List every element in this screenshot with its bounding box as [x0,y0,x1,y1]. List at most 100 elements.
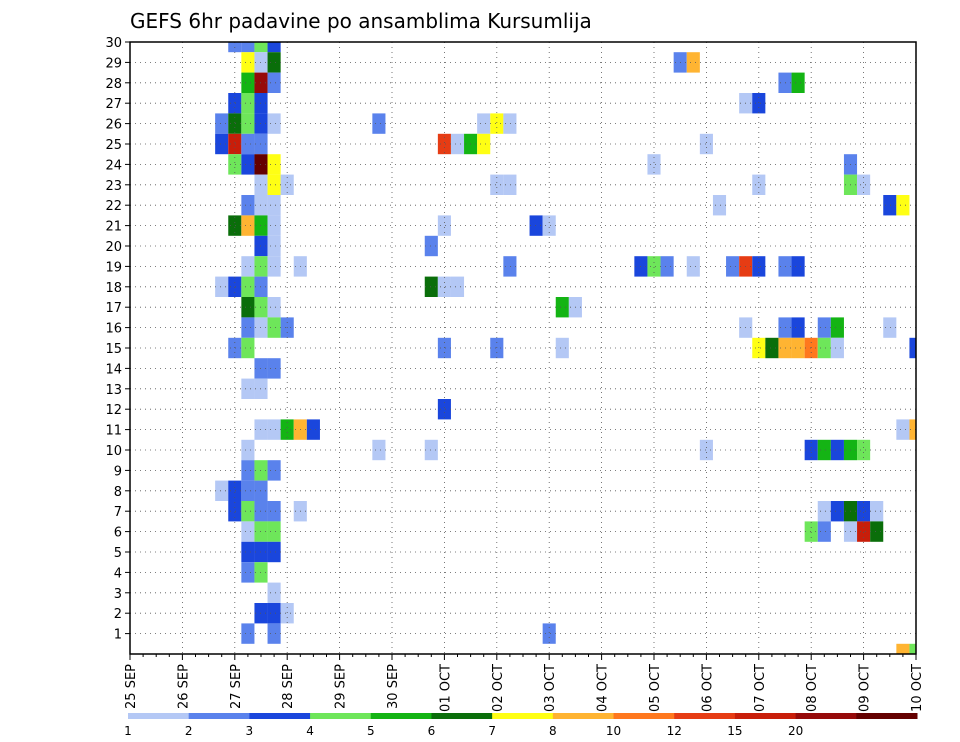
legend-swatch [795,713,857,719]
y-tick-label: 4 [114,566,122,581]
precip-cell [752,256,766,277]
precip-cell [830,439,844,461]
legend-label: 3 [246,724,254,738]
legend-swatch [856,713,918,719]
y-tick-label: 6 [114,526,122,541]
precip-cell [870,521,884,542]
precip-cell [699,439,713,461]
precip-cell [804,439,818,461]
precip-cell [267,297,281,318]
precip-cell [267,195,281,216]
precip-cell [228,215,242,236]
precip-cell [267,174,281,195]
precip-cell [896,643,910,654]
y-tick-label: 12 [105,403,122,418]
precip-cell [857,521,871,542]
x-tick-label: 26 SEP [176,664,191,709]
y-tick-label: 9 [114,464,122,479]
precip-cell [490,174,504,195]
chart-title: GEFS 6hr padavine po ansamblima Kursumli… [130,9,592,33]
precip-cell [424,439,438,461]
x-tick-label: 07 OCT [753,664,768,712]
precip-cell [267,154,281,175]
precip-cell [228,501,242,522]
precip-cell [437,399,451,420]
precip-cell [490,113,504,134]
precip-cell [542,623,556,644]
precip-cell [267,42,281,53]
legend-swatch [674,713,736,719]
precip-cell [241,215,255,236]
precip-cell [280,174,294,195]
precip-cell [241,501,255,522]
legend-label: 20 [788,724,803,738]
precip-cell [791,256,805,277]
y-tick-label: 16 [105,322,122,337]
precip-cell [254,42,268,53]
precip-cell [647,154,661,175]
precip-cell [830,501,844,522]
precip-cell [372,113,386,134]
precip-cell [267,501,281,522]
precip-cell [817,439,831,461]
y-tick-label: 30 [105,36,122,51]
precip-cell [215,276,229,297]
x-tick-label: 04 OCT [596,664,611,712]
x-tick-label: 10 OCT [910,664,925,712]
legend-swatch [492,713,554,719]
precip-cell [241,195,255,216]
precip-cell [909,419,916,440]
x-tick-label: 06 OCT [700,664,715,712]
precip-cell [267,72,281,93]
precip-cell [424,235,438,257]
x-tick-label: 29 SEP [334,664,349,709]
y-tick-label: 13 [105,383,122,398]
x-tick-label: 05 OCT [648,664,663,712]
precip-cell [241,623,255,644]
precip-cell [660,256,674,277]
x-tick-label: 30 SEP [386,664,401,709]
precip-cell [241,154,255,175]
precip-cell [857,439,871,461]
y-tick-label: 8 [114,485,122,500]
legend-swatch [188,713,250,719]
legend-swatch [370,713,432,719]
precip-cell [372,439,386,461]
precip-cell [241,276,255,297]
precip-cell [752,93,766,114]
x-tick-label: 28 SEP [281,664,296,709]
precip-cell [215,133,229,155]
legend-label: 1 [124,724,132,738]
precip-cell [804,521,818,542]
y-tick-label: 24 [105,158,122,173]
precip-cell [765,337,779,359]
legend-label: 4 [306,724,314,738]
precip-cell [267,317,281,338]
precip-cell [477,113,491,134]
legend-label: 10 [606,724,621,738]
y-tick-label: 15 [105,342,122,357]
precip-cell [896,419,910,440]
precip-cell [555,337,569,359]
y-tick-label: 18 [105,281,122,296]
y-tick-label: 27 [105,97,122,112]
precip-cell [267,460,281,481]
precip-cell [241,133,255,155]
y-tick-label: 5 [114,546,122,561]
y-tick-label: 20 [105,240,122,255]
precip-cell [228,133,242,155]
precip-cell [267,623,281,644]
precip-cell [267,113,281,134]
legend-swatch [613,713,675,719]
precip-cell [647,256,661,277]
precip-cell [241,52,255,73]
precip-cell [830,337,844,359]
precip-cell [529,215,543,236]
precip-cell [267,603,281,624]
legend-label: 12 [667,724,682,738]
legend-label: 6 [428,724,436,738]
x-tick-label: 25 SEP [124,664,139,709]
precip-cell [503,256,517,277]
precip-cell [241,93,255,114]
y-tick-label: 7 [114,505,122,520]
